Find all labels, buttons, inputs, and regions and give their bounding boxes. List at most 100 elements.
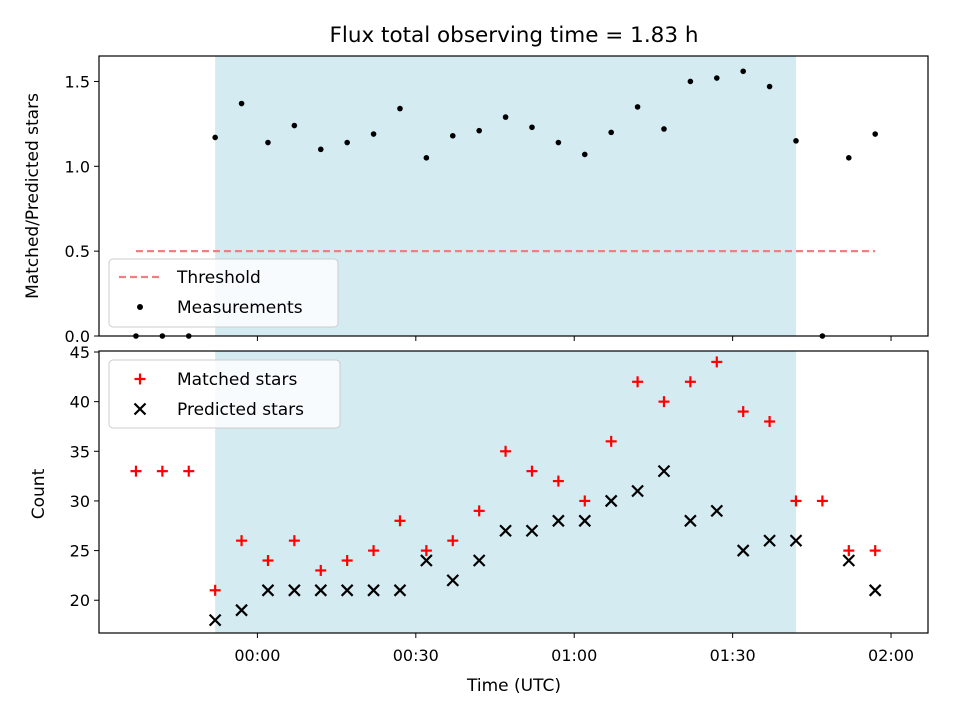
legend-predicted-marker: [133, 402, 147, 416]
measurement-point: [713, 75, 720, 81]
measurement-point: [423, 155, 430, 161]
measurement-point: [608, 129, 614, 136]
y-tick-label: 20: [70, 591, 90, 610]
y-tick-label: 45: [70, 343, 90, 362]
predicted-star-marker: [208, 613, 222, 627]
predicted-star-marker: [736, 544, 750, 557]
figure-title: Flux total observing time = 1.83 h: [330, 23, 699, 48]
matched-star-marker: [315, 564, 327, 576]
matched-star-marker: [711, 356, 723, 368]
matched-star-marker: [526, 465, 538, 477]
predicted-star-marker: [235, 603, 248, 617]
predicted-star-marker: [288, 584, 301, 597]
predicted-star-marker: [446, 574, 460, 587]
matched-star-marker: [183, 465, 195, 477]
measurement-point: [766, 83, 773, 90]
measurement-point: [740, 68, 746, 75]
legend-measurement-label: Measurements: [177, 298, 303, 318]
matched-star-marker: [658, 396, 670, 408]
measurement-point: [476, 127, 482, 134]
predicted-star-marker: [710, 504, 724, 518]
x-tick-label: 00:00: [234, 646, 280, 665]
top-y-axis-label: Matched/Predicted stars: [23, 93, 43, 299]
predicted-star-marker: [340, 584, 354, 597]
top-panel: 0.0 0.5 1.0 1.5 Matched/Predicted stars Thr…: [23, 55, 929, 346]
measurement-point: [502, 114, 509, 120]
measurement-point: [265, 139, 271, 146]
predicted-star-marker: [684, 514, 697, 528]
matched-star-marker: [473, 505, 485, 517]
legend-predicted-swatch: [133, 402, 147, 416]
predicted-star-marker: [842, 554, 856, 567]
x-tick-label: 01:30: [710, 646, 756, 665]
measurement-point: [845, 155, 852, 161]
bottom-axes-frame: [98, 350, 929, 634]
y-tick-label: 1.5: [65, 72, 90, 91]
matched-star-marker: [552, 475, 564, 487]
matched-star-marker: [605, 435, 617, 447]
measurement-point: [212, 134, 218, 141]
x-tick-label: 00:30: [393, 646, 439, 665]
top-axes-frame: [98, 55, 929, 337]
bottom-x-ticks: 00:00 00:30 01:00 01:30 02:00: [234, 633, 914, 665]
matched-star-marker: [790, 495, 802, 507]
y-tick-label: 35: [70, 442, 90, 461]
bottom-y-axis-label: Count: [29, 468, 49, 519]
measurement-point: [449, 132, 456, 139]
y-tick-label: 40: [70, 393, 90, 412]
predicted-star-marker: [420, 554, 433, 567]
measurement-point: [793, 138, 799, 144]
predicted-star-marker: [763, 534, 776, 547]
y-tick-label: 0.0: [65, 327, 90, 346]
predicted-star-marker: [552, 514, 565, 528]
measurement-point: [238, 100, 245, 107]
predicted-star-marker: [472, 554, 486, 567]
predicted-star-marker: [604, 494, 618, 508]
matched-star-marker: [394, 515, 406, 527]
matched-star-marker: [420, 545, 432, 557]
bottom-predicted-markers: [208, 464, 882, 627]
measurement-point: [529, 124, 535, 131]
legend-threshold-label: Threshold: [176, 268, 261, 288]
measurement-point: [291, 122, 298, 129]
measurement-point: [634, 104, 641, 110]
matched-star-marker: [816, 495, 828, 507]
matched-star-marker: [684, 376, 696, 388]
matched-star-marker: [500, 445, 512, 457]
matched-star-marker: [579, 495, 591, 507]
matched-star-marker: [209, 584, 221, 596]
y-tick-label: 0.5: [65, 242, 90, 261]
matched-star-marker: [632, 376, 644, 388]
matched-star-marker: [368, 545, 380, 557]
top-measurement-points: [133, 68, 878, 339]
bottom-x-axis-label: Time (UTC): [466, 676, 561, 696]
predicted-star-marker: [261, 584, 275, 597]
matched-star-marker: [156, 465, 168, 477]
predicted-star-marker: [631, 484, 644, 498]
bottom-y-ticks: 20 25 30 35 40 45: [70, 343, 99, 610]
predicted-star-marker: [499, 524, 512, 538]
measurement-point: [581, 151, 588, 158]
predicted-star-marker: [367, 584, 380, 597]
measurement-point: [344, 139, 350, 146]
top-legend: Threshold Measurements: [108, 258, 339, 328]
measurement-point: [872, 131, 878, 137]
bottom-matched-markers: [130, 356, 881, 596]
predicted-star-marker: [314, 584, 328, 597]
matched-star-marker: [447, 535, 459, 547]
matched-star-marker: [764, 416, 776, 427]
matched-star-marker: [869, 545, 881, 557]
predicted-star-marker: [789, 534, 803, 547]
matched-star-marker: [130, 465, 142, 477]
bottom-legend: Matched stars Predicted stars: [108, 359, 341, 429]
x-tick-label: 02:00: [868, 646, 914, 665]
predicted-star-marker: [525, 524, 539, 538]
bottom-legend-box: [108, 359, 341, 429]
y-tick-label: 25: [70, 542, 90, 561]
predicted-star-marker: [868, 584, 882, 597]
legend-measurement-swatch: [137, 304, 143, 310]
measurement-point: [661, 126, 667, 132]
legend-matched-marker: [134, 373, 146, 385]
matched-star-marker: [341, 555, 353, 567]
